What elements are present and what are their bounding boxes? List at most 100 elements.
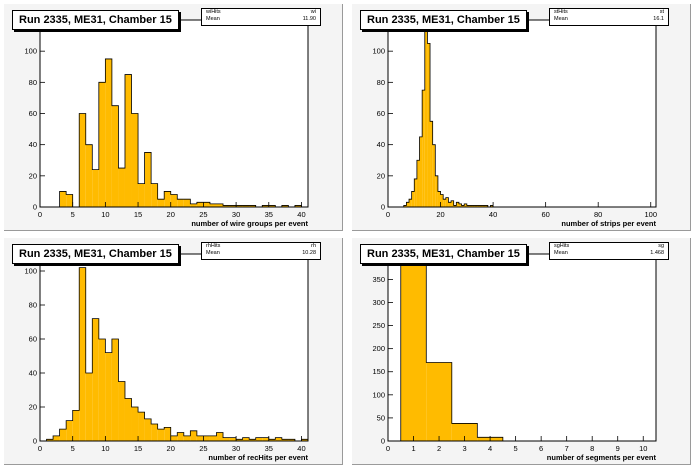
stats-name-label: sgHits (554, 243, 570, 249)
stats-box: sgHits sg Mean 1.468 (549, 242, 669, 260)
x-tick-label: 25 (199, 444, 207, 453)
pad-title: Run 2335, ME31, Chamber 15 (12, 244, 179, 264)
y-tick-label: 0 (381, 203, 385, 212)
histogram-bar (482, 205, 486, 207)
histogram-bar (440, 194, 444, 207)
stats-name-label: rhHits (206, 243, 221, 249)
histogram-bar (477, 205, 480, 207)
x-tick-label: 3 (462, 444, 466, 453)
x-tick-label: 35 (265, 210, 273, 219)
histogram-bar (466, 205, 470, 207)
histogram-bar (79, 267, 86, 441)
x-tick-label: 25 (199, 210, 207, 219)
stats-name-label: stHits (554, 9, 568, 15)
y-tick-label: 200 (372, 344, 385, 353)
histogram-bar (79, 113, 86, 207)
histogram-bar (424, 27, 428, 207)
histogram-bar (437, 191, 441, 207)
stats-mean-value: 16.1 (653, 16, 664, 22)
histogram-bar (196, 202, 204, 207)
stats-name-value: sg (658, 243, 664, 249)
stats-name-label: wiHits (206, 9, 221, 15)
histogram-bar (403, 205, 407, 207)
x-tick-label: 7 (565, 444, 569, 453)
y-tick-label: 40 (29, 140, 37, 149)
x-tick-label: 1 (411, 444, 415, 453)
histogram-bar (255, 437, 263, 441)
y-tick-label: 50 (377, 413, 385, 422)
stats-mean-value: 1.468 (650, 250, 664, 256)
histogram-bar (430, 121, 433, 207)
x-tick-label: 80 (594, 210, 602, 219)
histogram-bar (461, 205, 465, 207)
histogram-bar (170, 194, 178, 207)
histogram-bar (236, 439, 243, 441)
histogram-bar (451, 200, 454, 207)
y-tick-label: 60 (29, 335, 37, 344)
histogram-bar (164, 191, 171, 207)
histogram-bar (236, 205, 243, 207)
histogram-bar (177, 199, 184, 207)
histogram-bar (66, 194, 73, 207)
histogram-bar (98, 82, 106, 207)
histogram-bar (53, 435, 60, 441)
histogram-bar (301, 439, 308, 441)
histogram-bar (426, 362, 452, 441)
stats-name-value: rh (311, 243, 316, 249)
stats-mean-label: Mean (554, 16, 568, 22)
stats-mean-label: Mean (206, 16, 220, 22)
histogram-bar (456, 202, 459, 207)
y-tick-label: 40 (377, 140, 385, 149)
histogram-bar (118, 168, 125, 207)
x-axis-label: number of recHits per event (208, 453, 308, 462)
x-axis-label: number of segments per event (547, 453, 657, 462)
histogram-bar (105, 58, 112, 208)
y-tick-label: 60 (29, 109, 37, 118)
histogram-bar (485, 205, 488, 207)
histogram-bar (451, 423, 478, 441)
histogram-bar (138, 183, 145, 207)
histogram-bar (294, 205, 302, 207)
histogram-bar (490, 205, 494, 207)
x-tick-label: 0 (386, 210, 390, 219)
stats-mean-value: 10.28 (302, 250, 316, 256)
histogram-bar (242, 437, 250, 441)
histogram-bar (105, 352, 112, 441)
x-tick-label: 9 (616, 444, 620, 453)
x-axis-label: number of wire groups per event (191, 219, 308, 228)
x-tick-label: 0 (386, 444, 390, 453)
histogram-bar (458, 203, 462, 207)
x-tick-label: 4 (488, 444, 492, 453)
histogram-bar (118, 381, 125, 441)
histogram-pad-strips: 020406080100020406080100120number of str… (352, 4, 691, 231)
x-tick-label: 8 (590, 444, 594, 453)
histogram-bar (98, 339, 106, 441)
histogram-bar (85, 373, 93, 441)
plot-area: 0 5 10 15 20 25 30 35 40 0 20 40 60 80 100 number of wi… (24, 19, 309, 228)
histogram-bar (281, 205, 289, 207)
histogram-bar (203, 435, 210, 441)
histogram-bar (72, 410, 80, 441)
histogram-bar (400, 260, 427, 441)
histogram-bar (453, 205, 457, 207)
histogram-bar (229, 205, 237, 207)
histogram-bar (157, 429, 165, 441)
histogram-bar (448, 202, 452, 207)
x-tick-label: 5 (514, 444, 518, 453)
histogram-bar (229, 437, 237, 441)
x-tick-label: 15 (134, 444, 142, 453)
histogram-bar (209, 435, 217, 441)
histogram-bar (479, 205, 483, 207)
histogram-bar (464, 203, 467, 207)
histogram-bar (223, 205, 230, 207)
histogram-bar (262, 205, 269, 207)
x-tick-label: 2 (437, 444, 441, 453)
histogram-bar (409, 199, 412, 207)
histogram-bar (209, 203, 217, 207)
x-tick-label: 30 (232, 444, 240, 453)
histogram-bar (131, 113, 139, 207)
pad-title: Run 2335, ME31, Chamber 15 (12, 10, 179, 30)
x-tick-label: 0 (38, 210, 42, 219)
histogram-bar (223, 437, 230, 441)
histogram-bar (422, 90, 425, 207)
